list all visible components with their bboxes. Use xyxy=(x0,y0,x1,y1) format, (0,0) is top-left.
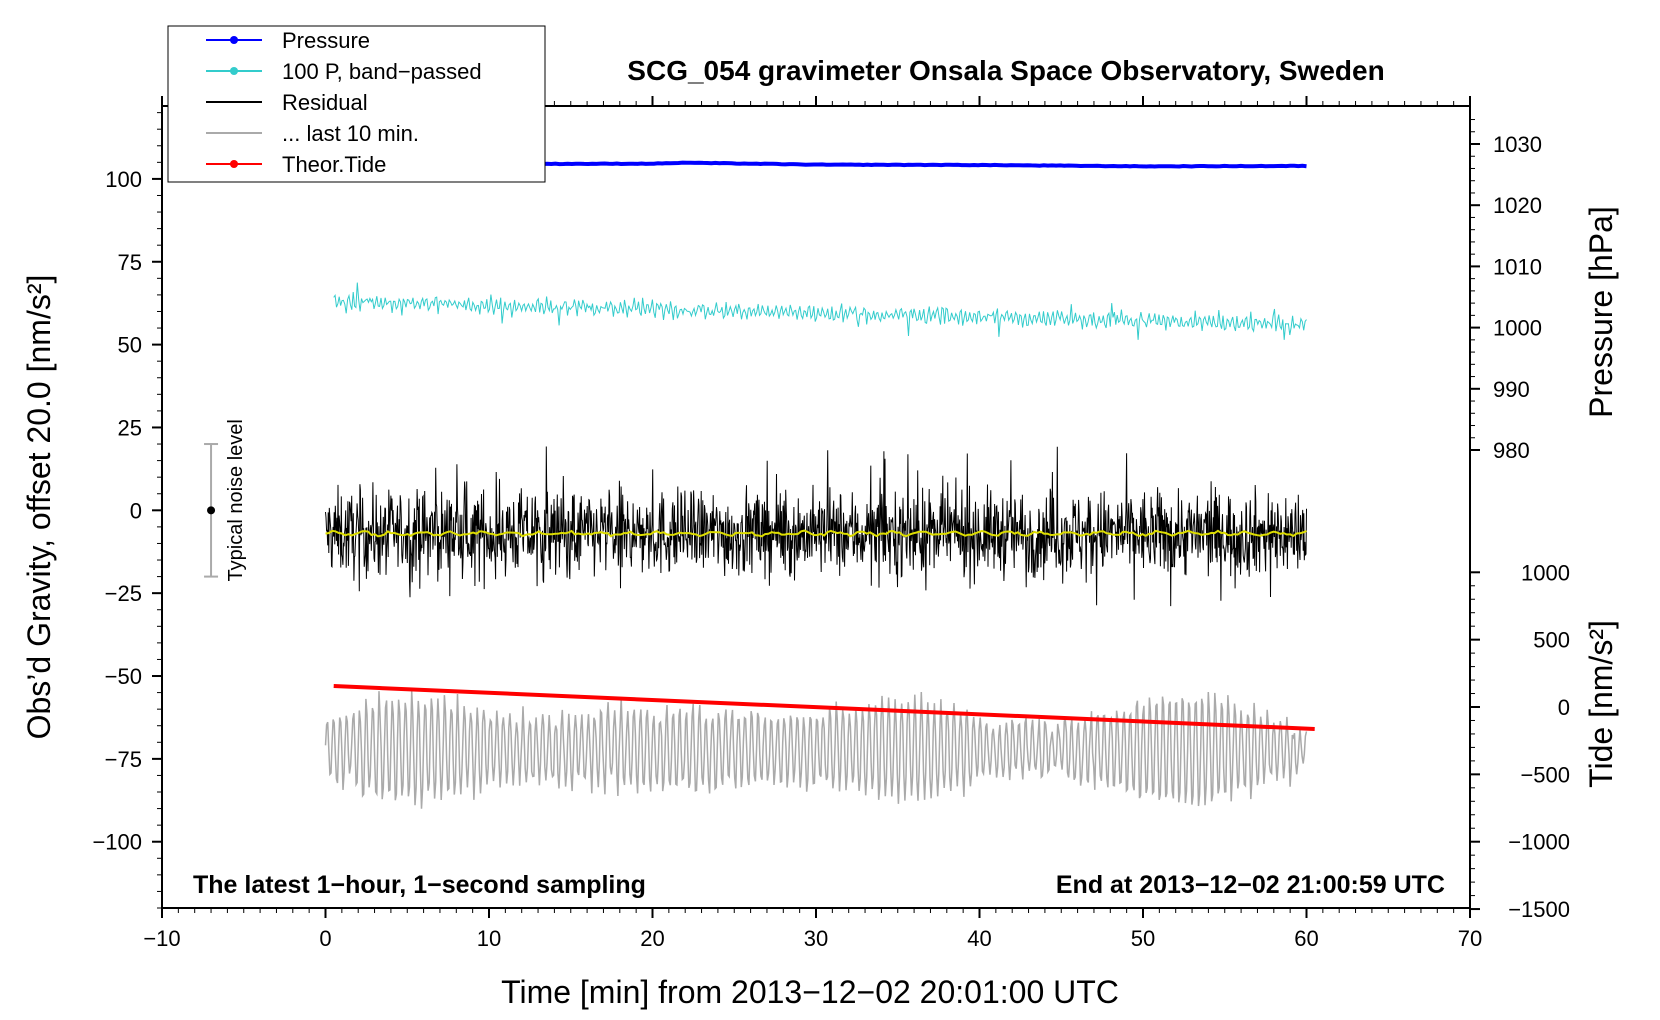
series-pressure-bandpassed xyxy=(333,282,1307,340)
legend-label: Pressure xyxy=(282,28,370,53)
y-left-tick-label: −50 xyxy=(105,664,142,689)
y-axis-pressure: 1030 1020 1010 1000 990 980 xyxy=(1470,119,1542,463)
x-tick-label: 20 xyxy=(640,926,664,951)
plot-frame xyxy=(161,105,1471,909)
noise-level-label: Typical noise level xyxy=(225,419,247,581)
series-layer xyxy=(324,160,1315,809)
noise-level-bar: Typical noise level xyxy=(204,419,247,581)
y-pressure-tick-label: 990 xyxy=(1493,377,1530,402)
y-tide-tick-label: −1000 xyxy=(1508,830,1570,855)
x-tick-label: 30 xyxy=(804,926,828,951)
y-pressure-tick-label: 1010 xyxy=(1493,254,1542,279)
y-axis-pressure-title: Pressure [hPa] xyxy=(1583,206,1619,418)
noise-bar-dot xyxy=(207,506,216,515)
x-tick-label: 50 xyxy=(1131,926,1155,951)
y-axis-tide: 1000 500 0 −500 −1000 −1500 xyxy=(1470,560,1570,922)
y-pressure-tick-label: 1020 xyxy=(1493,193,1542,218)
y-left-tick-label: −25 xyxy=(105,581,142,606)
y-pressure-tick-label: 1030 xyxy=(1493,132,1542,157)
legend-label: 100 P, band−passed xyxy=(282,59,482,84)
x-axis-title: Time [min] from 2013−12−02 20:01:00 UTC xyxy=(501,974,1119,1010)
legend-marker xyxy=(230,36,238,44)
y-left-tick-label: −75 xyxy=(105,747,142,772)
y-pressure-tick-label: 980 xyxy=(1493,438,1530,463)
x-axis: −10 0 10 20 30 40 50 60 70 xyxy=(143,96,1482,951)
y-axis-left-title: Obs’d Gravity, offset 20.0 [nm/s²] xyxy=(21,275,57,740)
legend: Pressure 100 P, band−passed Residual ... la… xyxy=(167,25,546,183)
series-residual xyxy=(325,446,1307,607)
y-tide-tick-label: −1500 xyxy=(1508,897,1570,922)
series-residual-mean xyxy=(325,529,1307,538)
x-tick-label: 40 xyxy=(967,926,991,951)
legend-box xyxy=(167,25,546,183)
sampling-note: The latest 1−hour, 1−second sampling xyxy=(193,871,646,899)
series-last-10-min xyxy=(324,690,1308,809)
x-tick-label: 10 xyxy=(477,926,501,951)
y-left-tick-label: 75 xyxy=(118,250,142,275)
y-left-tick-label: 0 xyxy=(130,498,142,523)
legend-label: ... last 10 min. xyxy=(282,121,419,146)
y-pressure-tick-label: 1000 xyxy=(1493,316,1542,341)
y-tide-tick-label: 500 xyxy=(1533,628,1570,653)
y-tide-tick-label: −500 xyxy=(1520,762,1570,787)
y-axis-left: 100 75 50 25 0 −25 −50 −75 −100 xyxy=(92,112,162,909)
series-theor-tide xyxy=(333,684,1315,731)
end-time-note: End at 2013−12−02 21:00:59 UTC xyxy=(1056,871,1445,899)
y-tide-tick-label: 1000 xyxy=(1521,560,1570,585)
x-tick-label: 60 xyxy=(1294,926,1318,951)
x-tick-label: −10 xyxy=(143,926,180,951)
legend-marker xyxy=(230,160,238,168)
legend-entries: Pressure 100 P, band−passed Residual ... la… xyxy=(206,28,482,177)
y-left-tick-label: −100 xyxy=(92,830,142,855)
legend-label: Theor.Tide xyxy=(282,152,386,177)
y-tide-tick-label: 0 xyxy=(1558,695,1570,720)
x-tick-label: 70 xyxy=(1458,926,1482,951)
y-axis-tide-title: Tide [nm/s²] xyxy=(1583,620,1619,788)
legend-label: Residual xyxy=(282,90,368,115)
legend-marker xyxy=(230,67,238,75)
chart-title: SCG_054 gravimeter Onsala Space Observat… xyxy=(627,55,1384,86)
y-left-tick-label: 100 xyxy=(105,167,142,192)
y-left-tick-label: 50 xyxy=(118,333,142,358)
x-tick-label: 0 xyxy=(319,926,331,951)
y-left-tick-label: 25 xyxy=(118,415,142,440)
